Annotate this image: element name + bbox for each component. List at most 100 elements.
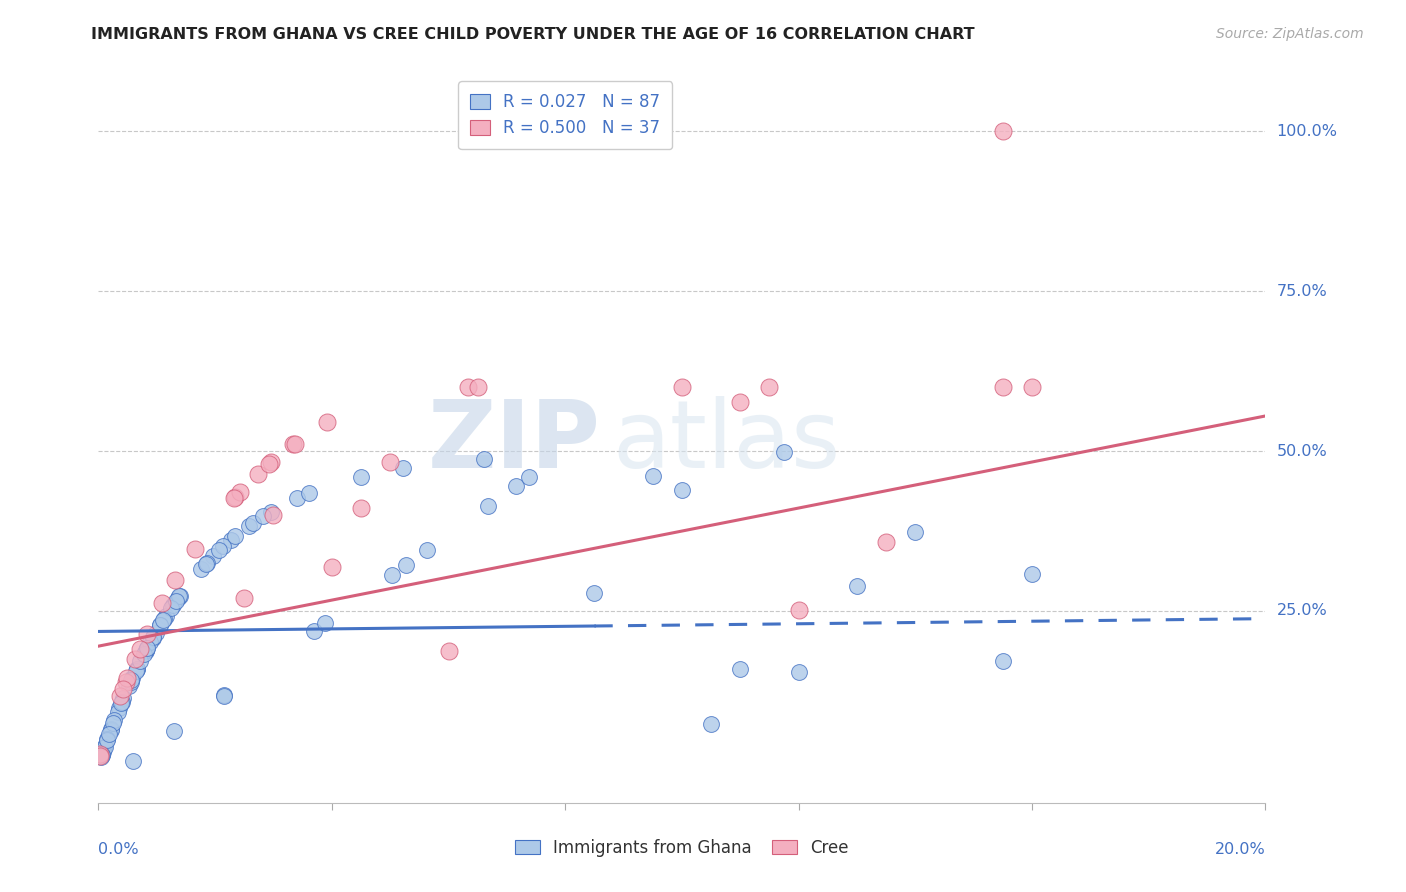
Text: ZIP: ZIP xyxy=(427,395,600,488)
Point xyxy=(283,437,305,451)
Point xyxy=(416,543,439,558)
Text: 50.0%: 50.0% xyxy=(1277,443,1327,458)
Point xyxy=(380,455,402,469)
Point xyxy=(350,501,373,516)
Point xyxy=(195,556,218,570)
Point xyxy=(228,485,250,500)
Point xyxy=(136,640,159,655)
Point xyxy=(150,596,173,610)
Point xyxy=(233,591,256,605)
Point xyxy=(285,491,308,506)
Point xyxy=(125,662,148,676)
Point xyxy=(671,483,693,497)
Legend: Immigrants from Ghana, Cree: Immigrants from Ghana, Cree xyxy=(505,829,859,867)
Text: 20.0%: 20.0% xyxy=(1215,842,1265,856)
Point xyxy=(111,682,134,697)
Point xyxy=(260,505,283,519)
Point xyxy=(846,579,869,593)
Point xyxy=(787,665,810,679)
Point xyxy=(194,557,217,571)
Point xyxy=(202,549,225,563)
Point xyxy=(457,380,479,394)
Point xyxy=(132,648,155,662)
Point xyxy=(991,380,1014,394)
Point xyxy=(730,662,752,676)
Point xyxy=(212,689,235,703)
Point xyxy=(773,444,796,458)
Point xyxy=(477,500,499,514)
Point xyxy=(93,743,115,757)
Point xyxy=(142,631,165,645)
Point xyxy=(224,490,246,504)
Text: 100.0%: 100.0% xyxy=(1277,124,1337,139)
Point xyxy=(160,601,183,615)
Text: Source: ZipAtlas.com: Source: ZipAtlas.com xyxy=(1216,27,1364,41)
Point xyxy=(183,541,205,556)
Text: 0.0%: 0.0% xyxy=(98,842,139,856)
Point xyxy=(437,644,460,658)
Text: atlas: atlas xyxy=(612,395,841,488)
Point xyxy=(190,562,212,576)
Point xyxy=(875,535,897,549)
Point xyxy=(219,533,242,547)
Point xyxy=(758,380,780,394)
Point xyxy=(467,380,489,394)
Point xyxy=(120,674,142,689)
Point xyxy=(100,723,122,737)
Point xyxy=(120,673,142,688)
Point xyxy=(112,691,135,706)
Point xyxy=(90,747,112,762)
Point xyxy=(96,732,118,747)
Point xyxy=(169,589,191,603)
Point xyxy=(583,586,606,600)
Point xyxy=(152,614,174,628)
Point xyxy=(98,727,121,741)
Point xyxy=(212,689,235,703)
Point xyxy=(224,491,246,505)
Point xyxy=(149,618,172,632)
Point xyxy=(96,732,118,747)
Point xyxy=(145,625,167,640)
Text: 75.0%: 75.0% xyxy=(1277,284,1327,299)
Point xyxy=(162,598,184,612)
Point xyxy=(125,662,148,676)
Point xyxy=(392,461,415,475)
Point xyxy=(124,652,146,666)
Point xyxy=(166,591,188,606)
Point xyxy=(100,723,122,738)
Point xyxy=(117,679,139,693)
Point xyxy=(89,748,111,763)
Point xyxy=(262,508,284,522)
Point xyxy=(153,612,176,626)
Point xyxy=(103,715,125,730)
Point xyxy=(321,560,343,574)
Point xyxy=(165,594,187,608)
Point xyxy=(107,705,129,719)
Point xyxy=(103,713,125,727)
Point xyxy=(163,723,186,738)
Point xyxy=(298,486,321,500)
Point xyxy=(91,745,114,759)
Point xyxy=(108,701,131,715)
Point xyxy=(1021,380,1043,394)
Point xyxy=(121,671,143,685)
Point xyxy=(90,750,112,764)
Point xyxy=(121,754,143,768)
Point xyxy=(730,395,752,409)
Point xyxy=(381,568,404,582)
Point xyxy=(242,516,264,530)
Point xyxy=(155,609,177,624)
Text: 25.0%: 25.0% xyxy=(1277,604,1327,618)
Point xyxy=(283,436,305,450)
Point xyxy=(135,626,157,640)
Point xyxy=(904,524,927,539)
Point xyxy=(139,635,162,649)
Point xyxy=(135,643,157,657)
Point xyxy=(238,519,260,533)
Point xyxy=(110,689,132,703)
Point xyxy=(246,467,269,481)
Point xyxy=(117,671,139,685)
Point xyxy=(89,747,111,762)
Point xyxy=(257,457,280,471)
Point xyxy=(991,654,1014,668)
